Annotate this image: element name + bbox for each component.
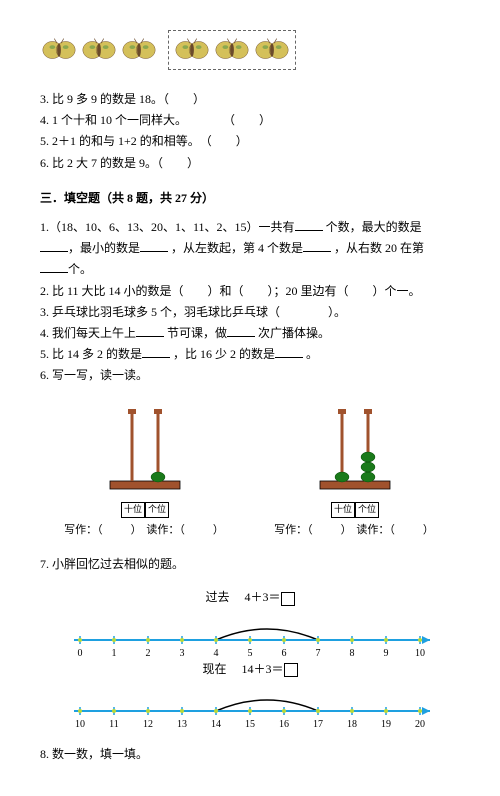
answer-box-icon: [284, 663, 298, 677]
svg-text:4: 4: [214, 648, 219, 659]
numberline-past: 0 1 2 3 4 5 6 7 8 9 10: [60, 610, 440, 660]
place-labels-right: 十位 个位: [274, 502, 436, 518]
svg-text:19: 19: [381, 719, 391, 730]
ones-label-right: 个位: [355, 502, 379, 518]
fill-q5: 5. 比 14 多 2 的数是 ，比 16 少 2 的数是 。: [40, 345, 460, 364]
svg-text:12: 12: [143, 719, 153, 730]
butterfly-group-2: [168, 30, 296, 70]
answer-box-icon: [281, 592, 295, 606]
svg-text:0: 0: [78, 648, 83, 659]
abacus-left-svg: [95, 403, 195, 493]
past-label-row: 过去 4＋3＝: [40, 588, 460, 607]
butterfly-icon: [173, 35, 211, 65]
fill-q1-line3: 个。: [40, 260, 460, 279]
place-labels-left: 十位 个位: [64, 502, 226, 518]
fill-q5-a: 5. 比 14 多 2 的数是: [40, 347, 142, 361]
fill-q4-c: 次广播体操。: [258, 326, 330, 340]
fill-q1-b: 个数，最大的数是: [326, 220, 422, 234]
svg-text:5: 5: [248, 648, 253, 659]
fill-q3: 3. 乒乓球比羽毛球多 5 个，羽毛球比乒乓球（ ）。: [40, 303, 460, 322]
svg-text:8: 8: [350, 648, 355, 659]
past-label: 过去: [205, 590, 229, 604]
fill-q2: 2. 比 11 大比 14 小的数是（ ）和（ ）；20 里边有（ ）个一。: [40, 282, 460, 301]
write-label-r: 写作：: [274, 524, 307, 536]
svg-text:15: 15: [245, 719, 255, 730]
fill-q5-c: 。: [306, 347, 318, 361]
butterfly-group-1: [40, 35, 158, 65]
judgment-q3: 3. 比 9 多 9 的数是 18。（ ）: [40, 90, 460, 109]
svg-text:2: 2: [146, 648, 151, 659]
ones-label-left: 个位: [145, 502, 169, 518]
butterfly-icon: [40, 35, 78, 65]
judgment-q6: 6. 比 2 大 7 的数是 9。（ ）: [40, 154, 460, 173]
read-label-r: 读作：: [356, 524, 389, 536]
past-expr: 4＋3＝: [245, 590, 281, 604]
butterfly-icon: [253, 35, 291, 65]
svg-text:18: 18: [347, 719, 357, 730]
fill-q4: 4. 我们每天上午上 节可课，做 次广播体操。: [40, 324, 460, 343]
tens-label-left: 十位: [121, 502, 145, 518]
svg-text:7: 7: [316, 648, 321, 659]
fill-q1-e: ，从右数 20 在第: [334, 241, 424, 255]
svg-text:16: 16: [279, 719, 289, 730]
butterfly-icon: [80, 35, 118, 65]
butterfly-icon: [120, 35, 158, 65]
judgment-q5: 5. 2＋1 的和与 1+2 的和相等。 （ ）: [40, 132, 460, 151]
now-label: 现在: [202, 662, 226, 676]
fill-q7-title: 7. 小胖回忆过去相似的题。: [40, 555, 460, 574]
section-3-title: 三．填空题（共 8 题，共 27 分）: [40, 189, 460, 208]
svg-text:11: 11: [109, 719, 119, 730]
read-label-l: 读作：: [146, 524, 179, 536]
fill-q4-b: 节可课，做: [167, 326, 227, 340]
svg-text:1: 1: [112, 648, 117, 659]
svg-text:6: 6: [282, 648, 287, 659]
numberline-now: 10 11 12 13 14 15 16 17 18 19 20: [60, 681, 440, 731]
svg-text:14: 14: [211, 719, 221, 730]
read-paren-l: （ ）: [179, 524, 226, 536]
now-label-row: 现在 14＋3＝: [40, 660, 460, 679]
fill-q5-b: ，比 16 少 2 的数是: [173, 347, 275, 361]
abacus-left: 十位 个位 写作：（ ） 读作：（ ）: [64, 403, 226, 539]
svg-text:13: 13: [177, 719, 187, 730]
fill-q1: 1.（18、10、6、13、20、1、11、2、15）一共有 个数，最大的数是: [40, 218, 460, 237]
svg-text:17: 17: [313, 719, 323, 730]
tens-label-right: 十位: [331, 502, 355, 518]
abacus-right: 十位 个位 写作：（ ） 读作：（ ）: [274, 403, 436, 539]
abacus-right-caption: 写作：（ ） 读作：（ ）: [274, 522, 436, 540]
now-expr: 14＋3＝: [242, 662, 284, 676]
numberline-past-wrap: 过去 4＋3＝ 012345678910 现在 14＋3＝ 1011121314…: [40, 588, 460, 730]
svg-text:10: 10: [415, 648, 425, 659]
fill-q1-f: 个。: [68, 262, 92, 276]
svg-text:9: 9: [384, 648, 389, 659]
svg-text:3: 3: [180, 648, 185, 659]
butterfly-icon: [213, 35, 251, 65]
fill-q1-line2: ，最小的数是 ，从左数起，第 4 个数是 ，从右数 20 在第: [40, 239, 460, 258]
svg-text:20: 20: [415, 719, 425, 730]
abacus-left-caption: 写作：（ ） 读作：（ ）: [64, 522, 226, 540]
write-label-l: 写作：: [64, 524, 97, 536]
abacus-right-svg: [305, 403, 405, 493]
fill-q8: 8. 数一数，填一填。: [40, 745, 460, 764]
butterfly-row: [40, 30, 460, 70]
abacus-row: 十位 个位 写作：（ ） 读作：（ ） 十位 个位 写作：（ ） 读作：（ ）: [40, 403, 460, 539]
write-paren-l: （ ）: [97, 524, 144, 536]
fill-q6: 6. 写一写，读一读。: [40, 366, 460, 385]
svg-text:10: 10: [75, 719, 85, 730]
judgment-q4: 4. 1 个十和 10 个一同样大。 （ ）: [40, 111, 460, 130]
write-paren-r: （ ）: [307, 524, 354, 536]
fill-q1-d: ，从左数起，第 4 个数是: [171, 241, 303, 255]
read-paren-r: （ ）: [389, 524, 436, 536]
fill-q1-a: 1.（18、10、6、13、20、1、11、2、15）一共有: [40, 220, 295, 234]
fill-q4-a: 4. 我们每天上午上: [40, 326, 136, 340]
fill-q1-c: ，最小的数是: [68, 241, 140, 255]
